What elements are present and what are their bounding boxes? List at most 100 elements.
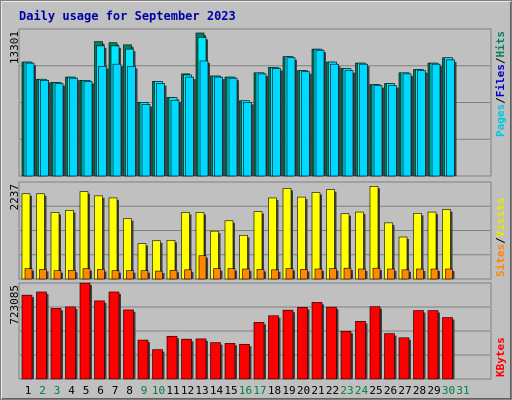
pages-bar-day-27	[402, 73, 412, 177]
sites-bar-day-18	[271, 269, 279, 280]
sites-bar-day-22	[329, 268, 337, 280]
sites-bar-day-2	[39, 269, 47, 280]
sites-visits-max-label: 2237	[8, 184, 21, 211]
legend-pages-files-hits-part-1: Pages	[494, 104, 507, 137]
visits-bar-day-3	[50, 212, 60, 280]
kbytes-bar-day-13	[195, 338, 207, 380]
sites-bar-day-17	[256, 269, 265, 280]
day-label-16: 16	[239, 384, 252, 397]
visits-bar-day-2	[36, 193, 45, 280]
legend-pages-files-hits-part-4: /	[494, 57, 507, 64]
kbytes-bar-day-25	[369, 306, 381, 380]
visits-bar-day-5	[79, 191, 89, 280]
legend-pages-files-hits-part-2: /	[494, 97, 507, 104]
pages-bar-day-17	[257, 73, 267, 177]
day-label-17: 17	[253, 384, 266, 397]
kbytes-bar-day-23	[340, 330, 352, 380]
day-label-26: 26	[384, 384, 397, 397]
pages-bar-day-18	[272, 68, 281, 177]
day-label-11: 11	[166, 384, 179, 397]
legend-sites-visits: Sites/Visits	[494, 198, 507, 278]
kbytes-bar-day-19	[282, 309, 294, 380]
sites-bar-day-20	[300, 269, 308, 280]
day-label-15: 15	[224, 384, 237, 397]
kbytes-bar-day-3	[50, 308, 62, 380]
day-label-23: 23	[340, 384, 353, 397]
sites-bar-day-1	[24, 268, 33, 280]
sites-bar-day-28	[416, 268, 424, 280]
kbytes-bar-day-6	[94, 300, 105, 380]
sites-bar-day-21	[314, 268, 323, 280]
legend-pages-files-hits-part-5: Hits	[494, 31, 507, 58]
sites-bar-day-30	[445, 268, 453, 280]
pages-bar-day-26	[388, 85, 397, 177]
pages-bar-day-22	[330, 63, 339, 177]
day-label-5: 5	[83, 384, 90, 397]
sites-bar-day-23	[343, 267, 352, 280]
visits-bar-day-17	[253, 211, 263, 280]
sites-bar-day-8	[126, 270, 134, 280]
visits-bar-day-30	[442, 209, 451, 280]
sites-bar-day-7	[111, 270, 120, 280]
kbytes-bar-day-28	[413, 310, 424, 380]
legend-sites-visits-part-3: Visits	[494, 198, 507, 238]
day-label-21: 21	[311, 384, 324, 397]
legend-sites-visits-part-2: /	[494, 237, 507, 244]
kbytes-bar-day-11	[166, 335, 178, 380]
pages-bar-day-14	[214, 76, 223, 177]
pages-bar-day-9	[141, 104, 151, 177]
sites-bar-day-15	[227, 268, 236, 280]
sites-bar-day-27	[401, 269, 410, 280]
sites-bar-day-25	[372, 267, 381, 280]
chart-title: Daily usage for September 2023	[19, 9, 236, 23]
kbytes-bar-day-5	[79, 282, 91, 380]
pages-bar-day-15	[228, 77, 238, 177]
kbytes-max-label: 723085	[8, 285, 21, 325]
kbytes-bar-day-8	[123, 309, 134, 380]
day-label-25: 25	[369, 384, 382, 397]
pages-bar-day-3	[54, 83, 64, 177]
pages-bar-day-23	[344, 70, 354, 177]
kbytes-bar-day-12	[181, 338, 192, 380]
kbytes-bar-day-10	[152, 349, 163, 380]
kbytes-bar-day-20	[297, 307, 308, 380]
pages-bar-day-4	[69, 77, 78, 177]
kbytes-bar-day-4	[65, 306, 76, 380]
kbytes-bar-day-9	[137, 339, 149, 380]
pages-bar-day-28	[417, 70, 426, 177]
sites-bar-day-29	[430, 268, 439, 280]
pages-bar-day-30	[446, 59, 455, 177]
kbytes-bar-day-14	[210, 342, 221, 380]
day-label-3: 3	[54, 384, 61, 397]
sites-bar-day-13	[198, 255, 207, 280]
visits-bar-day-1	[21, 193, 31, 280]
pages-bar-day-29	[431, 63, 441, 177]
visits-bar-day-25	[369, 185, 379, 280]
day-label-19: 19	[282, 384, 295, 397]
pages-bar-day-25	[373, 85, 383, 177]
sites-bar-day-19	[285, 268, 294, 280]
sites-bar-day-12	[184, 269, 192, 280]
pages-bar-day-12	[185, 76, 194, 177]
kbytes-bar-day-29	[427, 310, 439, 380]
kbytes-bar-day-16	[239, 343, 250, 380]
pages-bar-day-6	[98, 66, 107, 177]
pages-bar-day-13	[199, 60, 209, 177]
sites-bar-day-3	[53, 270, 62, 280]
visits-bar-day-6	[94, 195, 103, 280]
kbytes-bar-day-26	[384, 333, 395, 380]
visits-bar-day-20	[297, 196, 306, 280]
sites-bar-day-14	[213, 268, 221, 280]
pages-files-hits-max-label: 13301	[8, 31, 21, 64]
day-label-20: 20	[297, 384, 310, 397]
kbytes-bar-day-18	[268, 315, 279, 380]
sites-bar-day-26	[387, 268, 395, 280]
visits-bar-day-22	[326, 189, 335, 280]
sites-bar-day-24	[358, 268, 366, 280]
kbytes-bar-day-7	[108, 291, 120, 380]
sites-bar-day-4	[68, 269, 76, 280]
legend-pages-files-hits-part-3: Files	[494, 64, 507, 97]
day-label-13: 13	[195, 384, 208, 397]
